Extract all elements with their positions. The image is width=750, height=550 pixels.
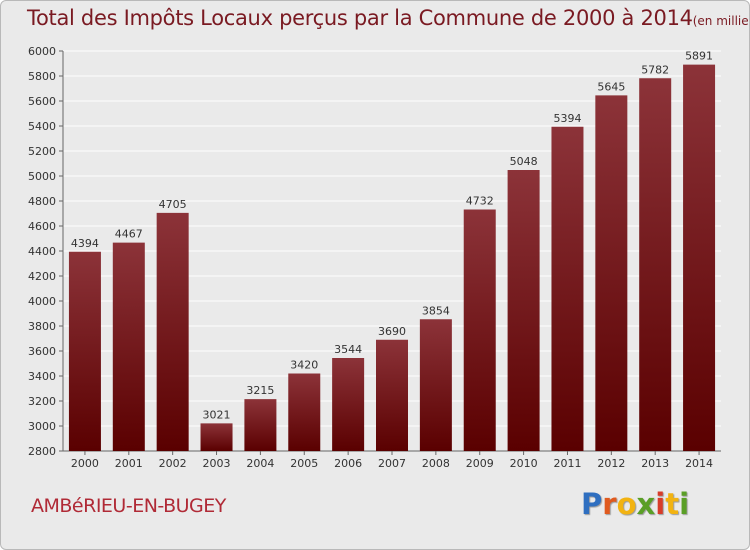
bar	[112, 242, 145, 451]
x-tick-label: 2006	[334, 457, 362, 470]
x-tick-label: 2010	[510, 457, 538, 470]
value-label: 5891	[685, 50, 713, 63]
value-label: 3690	[378, 325, 406, 338]
y-tick-label: 4800	[28, 195, 56, 208]
bar	[288, 373, 321, 451]
bar	[551, 126, 584, 451]
y-tick-label: 3400	[28, 370, 56, 383]
proxiti-logo[interactable]: Proxiti	[581, 487, 689, 521]
y-tick-label: 5400	[28, 120, 56, 133]
y-tick-label: 5200	[28, 145, 56, 158]
y-tick-label: 4000	[28, 295, 56, 308]
x-tick-label: 2004	[246, 457, 274, 470]
x-tick-label: 2001	[115, 457, 143, 470]
y-tick-label: 3000	[28, 420, 56, 433]
x-tick-label: 2014	[685, 457, 713, 470]
logo-letter: i	[679, 487, 690, 521]
x-tick-label: 2013	[641, 457, 669, 470]
y-tick-label: 4400	[28, 245, 56, 258]
x-tick-label: 2005	[290, 457, 318, 470]
value-label: 4705	[159, 198, 187, 211]
y-tick-label: 6000	[28, 45, 56, 58]
bar	[332, 358, 365, 451]
y-tick-label: 5000	[28, 170, 56, 183]
logo-letter: r	[602, 487, 617, 521]
value-label: 5645	[597, 80, 625, 93]
value-label: 4394	[71, 237, 99, 250]
chart-title: Total des Impôts Locaux perçus par la Co…	[27, 6, 749, 30]
x-tick-label: 2009	[466, 457, 494, 470]
y-tick-label: 4600	[28, 220, 56, 233]
commune-name: AMBéRIEU-EN-BUGEY	[31, 495, 226, 517]
labels: 2800 3000 3200 3400 3600 3800 4000 4200 4400 4600…	[28, 45, 713, 470]
title-text: Total des Impôts Locaux perçus par la Co…	[27, 6, 693, 30]
value-label: 3215	[246, 384, 274, 397]
x-tick-label: 2012	[597, 457, 625, 470]
value-label: 5394	[553, 112, 581, 125]
value-label: 5782	[641, 63, 669, 76]
bar	[200, 423, 233, 451]
bars	[68, 64, 716, 451]
value-label: 3544	[334, 343, 362, 356]
y-tick-label: 3200	[28, 395, 56, 408]
bar	[595, 95, 628, 451]
value-label: 4732	[466, 195, 494, 208]
value-label: 4467	[115, 228, 143, 241]
y-tick-label: 4200	[28, 270, 56, 283]
logo-letter: t	[665, 487, 680, 521]
bar	[463, 209, 496, 451]
x-tick-label: 2007	[378, 457, 406, 470]
x-tick-label: 2002	[159, 457, 187, 470]
y-tick-label: 5800	[28, 70, 56, 83]
logo-letter: o	[616, 487, 637, 521]
logo-letter: x	[636, 487, 656, 521]
bar	[639, 78, 672, 451]
y-tick-label: 2800	[28, 445, 56, 458]
x-tick-label: 2011	[553, 457, 581, 470]
value-label: 3021	[203, 408, 231, 421]
x-tick-label: 2003	[203, 457, 231, 470]
y-tick-label: 5600	[28, 95, 56, 108]
value-label: 5048	[510, 155, 538, 168]
bar	[156, 212, 189, 451]
bar	[683, 64, 716, 451]
bar	[507, 170, 540, 451]
logo-letter: i	[655, 487, 666, 521]
value-label: 3420	[290, 359, 318, 372]
y-tick-label: 3600	[28, 345, 56, 358]
bar	[376, 339, 408, 451]
logo-letter: P	[581, 487, 603, 521]
value-label: 3854	[422, 304, 450, 317]
bar	[68, 251, 101, 451]
y-tick-label: 3800	[28, 320, 56, 333]
unit-label: (en milliers d'€)	[692, 14, 749, 28]
x-tick-label: 2008	[422, 457, 450, 470]
x-tick-label: 2000	[71, 457, 99, 470]
bar	[244, 399, 277, 451]
bar	[419, 319, 452, 451]
